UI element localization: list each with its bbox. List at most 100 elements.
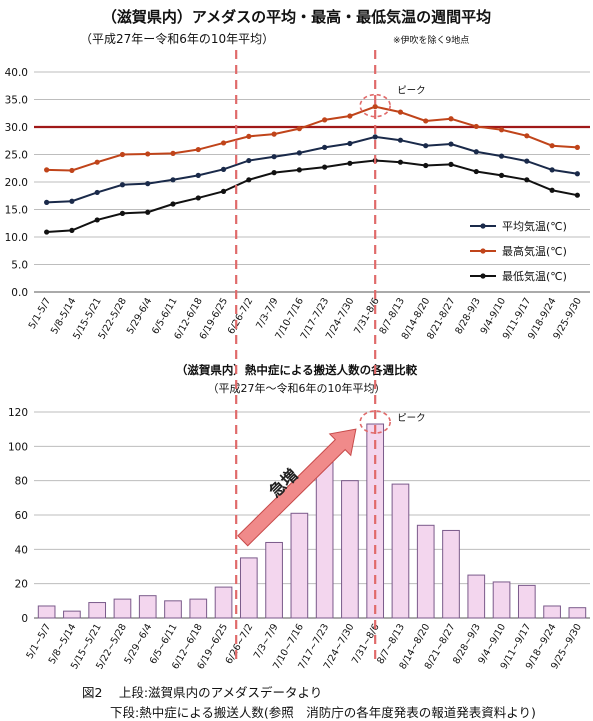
avg-temp-point <box>397 137 404 143</box>
bar <box>37 605 56 619</box>
bar-chart-y-tick-label: 0 <box>21 613 28 625</box>
max-temp-point <box>372 104 378 110</box>
avg-temp-point <box>498 153 505 159</box>
min-temp-point <box>145 209 151 215</box>
avg-temp-point <box>574 171 580 177</box>
avg-temp-point <box>69 198 75 204</box>
avg-temp-point <box>322 144 328 150</box>
avg-temp-point <box>372 134 378 140</box>
min-temp-point <box>271 170 277 176</box>
line-chart-y-tick-label: 30.0 <box>5 122 28 134</box>
bar-chart-y-tick-label: 80 <box>15 476 28 488</box>
avg-temp-point <box>271 154 277 160</box>
line-chart-x-tick-label: 6/26-7/2 <box>226 296 256 336</box>
bar <box>315 457 334 619</box>
avg-temp-point <box>347 140 353 147</box>
figure-caption-line-2: 下段:熱中症による搬送人数(参照 消防庁の各年度発表の報道発表資料より) <box>110 705 536 720</box>
legend-label-min-temp: 最低気温(℃) <box>502 269 567 283</box>
top-chart-subtitle: （平成27年ー令和6年の10年平均） <box>80 32 275 46</box>
bar <box>416 524 435 619</box>
bar <box>391 483 410 619</box>
min-temp-point <box>44 229 50 235</box>
min-temp-point <box>347 160 353 166</box>
bar-chart-y-tick-label: 40 <box>15 544 28 556</box>
min-temp-point <box>195 195 201 201</box>
max-temp-point <box>119 151 126 158</box>
min-temp-point <box>94 217 100 223</box>
max-temp-point <box>347 113 353 119</box>
bar-chart-y-tick-label: 60 <box>15 510 28 522</box>
legend-marker-avg-temp <box>480 223 486 229</box>
bar-chart-peak-label: ピーク <box>397 413 426 424</box>
avg-temp-point <box>246 157 252 164</box>
avg-temp-point <box>423 143 429 149</box>
line-chart-y-tick-label: 25.0 <box>5 150 28 162</box>
legend-label-avg-temp: 平均気温(℃) <box>502 219 567 233</box>
max-temp-point <box>170 150 176 156</box>
min-temp-point <box>524 177 530 183</box>
bar <box>442 529 460 619</box>
charts-canvas: 0.0 5.0 10.0 15.0 20.0 25.0 30.0 35.0 40.0 5/1-5/… <box>5 50 590 671</box>
avg-temp-point <box>473 149 479 155</box>
min-temp-point <box>170 201 176 207</box>
max-temp-point <box>94 159 100 165</box>
legend-marker-max-temp <box>480 248 486 254</box>
bar <box>63 610 81 619</box>
max-temp-point <box>574 144 580 150</box>
line-chart-peak-label: ピーク <box>397 86 426 97</box>
bar <box>164 600 182 619</box>
avg-temp-point <box>44 199 50 205</box>
max-temp-point <box>524 133 530 139</box>
bar <box>138 595 157 619</box>
avg-temp-point <box>296 150 302 156</box>
bar <box>239 557 258 619</box>
bar <box>467 574 486 619</box>
line-chart-x-tick-label: 5/1-5/7 <box>27 296 54 331</box>
min-temp-point <box>246 177 252 183</box>
bar <box>543 605 561 619</box>
avg-temp-point <box>448 141 454 147</box>
bar <box>265 541 283 619</box>
max-temp-point <box>69 167 75 174</box>
bar <box>113 598 132 619</box>
max-temp-point <box>322 117 328 123</box>
max-temp-point <box>271 131 277 137</box>
line-chart-y-tick-label: 20.0 <box>5 177 28 189</box>
surge-arrow <box>237 428 357 547</box>
line-chart-y-tick-label: 5.0 <box>11 260 28 272</box>
line-chart-x-tick-label: 7/3-7/9 <box>254 296 281 331</box>
min-temp-point <box>69 227 75 233</box>
avg-temp-point <box>145 181 151 187</box>
max-temp-point <box>473 123 479 130</box>
min-temp-point <box>448 161 454 167</box>
min-temp-point <box>296 167 302 173</box>
min-temp-point <box>549 187 555 193</box>
legend-label-max-temp: 最高気温(℃) <box>502 244 567 258</box>
bottom-chart-subtitle: （平成27年～令和6年の10年平均） <box>207 382 386 395</box>
min-temp-point <box>423 162 429 169</box>
bar <box>568 607 587 619</box>
max-temp-point <box>296 126 302 132</box>
avg-temp-point <box>195 172 201 178</box>
line-chart-y-tick-label: 35.0 <box>5 95 28 107</box>
bar <box>189 598 208 619</box>
bar <box>517 584 536 619</box>
avg-temp-point <box>524 158 530 164</box>
min-temp-point <box>119 210 126 216</box>
max-temp-point <box>397 109 404 115</box>
max-temp-point <box>145 151 151 157</box>
bar <box>341 480 359 619</box>
min-temp-point <box>473 168 479 175</box>
surge-arrow-shape <box>237 428 357 547</box>
min-temp-point <box>220 188 227 194</box>
max-temp-point <box>448 116 454 122</box>
bar <box>290 512 309 619</box>
max-temp-point <box>220 140 227 146</box>
bar <box>88 602 107 619</box>
min-temp-line <box>46 159 578 234</box>
bar-chart-y-tick-label: 20 <box>15 579 28 591</box>
bar-chart-y-tick-label: 120 <box>8 407 28 419</box>
line-chart-y-tick-label: 40.0 <box>5 67 28 79</box>
legend-marker-min-temp <box>480 273 486 279</box>
avg-temp-line <box>46 135 578 204</box>
